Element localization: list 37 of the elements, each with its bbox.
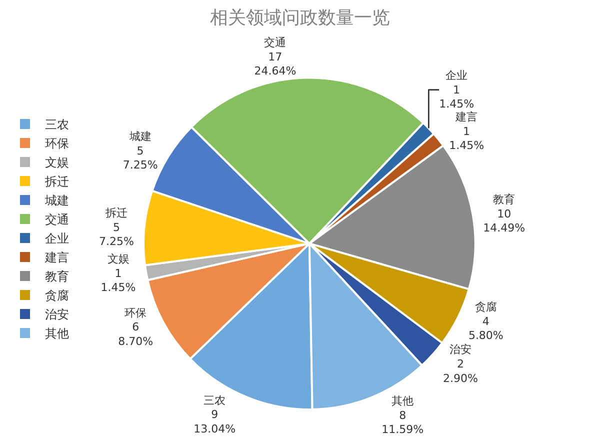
legend-label: 三农 [45, 118, 69, 132]
legend-label: 教育 [45, 270, 69, 284]
data-label: 17 24.64% [254, 50, 296, 78]
slice-label: 三农 [204, 394, 226, 407]
legend-label: 企业 [45, 232, 69, 246]
data-label: 2 2.90% [443, 358, 478, 385]
slice-label: 贪腐 [474, 300, 497, 314]
slice-label: 企业 [446, 69, 468, 82]
legend-label: 贪腐 [45, 288, 69, 303]
slice-label: 拆迁 [104, 206, 128, 220]
slice-label: 城建 [128, 130, 152, 144]
legend-label: 环保 [45, 136, 69, 151]
legend-label: 文娱 [45, 156, 69, 170]
data-label: 1 1.45% [449, 124, 484, 152]
data-label: 5 7.25% [98, 220, 134, 248]
data-label: 1 1.45% [439, 83, 474, 111]
data-label: 10 14.49% [483, 207, 526, 235]
slice-label: 其他 [392, 394, 414, 408]
legend-label: 其他 [45, 326, 69, 341]
legend-label: 治安 [45, 308, 69, 322]
data-label: 4 5.80% [468, 314, 504, 342]
slice-label: 交通 [264, 36, 286, 50]
slice-label: 建言 [454, 110, 478, 124]
slice-label: 文娱 [107, 252, 130, 266]
legend-label: 交通 [45, 212, 69, 227]
data-label: 9 13.04% [194, 408, 236, 436]
data-label: 6 8.70% [118, 320, 154, 348]
data-label: 1 1.45% [100, 266, 136, 294]
slice-label: 治安 [450, 343, 472, 356]
data-label: 5 7.25% [122, 144, 158, 172]
legend-label: 城建 [44, 194, 69, 208]
data-label: 8 11.59% [382, 408, 424, 436]
chart-title: 相关领域问政数量一览 [210, 8, 390, 29]
slice-label: 环保 [124, 306, 147, 320]
legend-label: 拆迁 [44, 174, 69, 189]
legend-label: 建言 [44, 250, 69, 265]
slice-label: 教育 [493, 192, 516, 206]
